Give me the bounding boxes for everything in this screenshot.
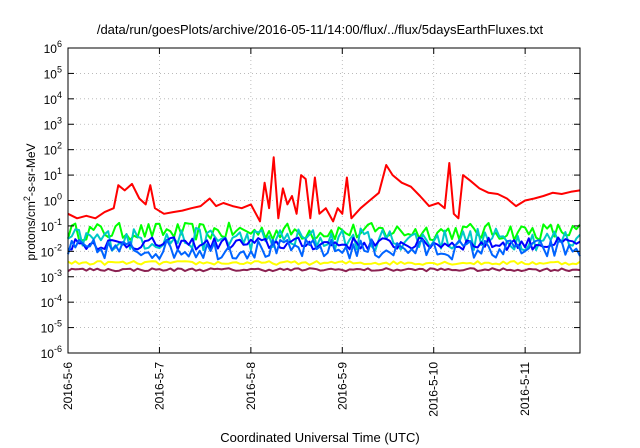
y-tick-label: 10-5 <box>41 319 62 336</box>
y-tick-label: 101 <box>44 166 62 183</box>
x-axis-label: Coordinated Universal Time (UTC) <box>220 430 420 445</box>
chart-title: /data/run/goesPlots/archive/2016-05-11/1… <box>96 22 544 37</box>
y-axis-ticks: 10-6 10-5 10-4 10-3 10-2 10-1 100 101 102 103 104 1… <box>41 39 580 361</box>
x-tick-label: 2016-5-10 <box>427 362 441 417</box>
y-tick-label: 10-6 <box>41 344 62 361</box>
x-tick-label: 2016-5-6 <box>61 362 75 410</box>
x-axis-ticks: 2016-5-6 2016-5-7 2016-5-8 2016-5-9 2016-5-1… <box>61 48 532 417</box>
y-tick-label: 10-3 <box>41 268 62 285</box>
series-line-5 <box>67 260 581 266</box>
x-tick-label: 2016-5-9 <box>335 362 349 410</box>
y-tick-label: 105 <box>44 64 62 81</box>
series-line-4 <box>67 238 581 261</box>
series-line-0 <box>67 156 581 223</box>
y-tick-label: 10-1 <box>41 217 62 234</box>
y-tick-label: 103 <box>44 115 62 132</box>
y-tick-label: 102 <box>44 141 62 158</box>
series-line-6 <box>67 267 581 273</box>
y-tick-label: 10-2 <box>41 242 62 259</box>
y-tick-label: 10-4 <box>41 293 62 310</box>
series-line-3 <box>67 236 581 251</box>
y-tick-label: 104 <box>44 90 62 107</box>
y-axis-label: protons/cm2-s-sr-MeV <box>22 143 38 261</box>
x-tick-label: 2016-5-8 <box>244 362 258 410</box>
series-line-2 <box>67 226 581 252</box>
x-tick-label: 2016-5-7 <box>152 362 166 410</box>
y-tick-label: 106 <box>44 39 62 56</box>
x-tick-label: 2016-5-11 <box>518 362 532 416</box>
grid <box>68 48 580 353</box>
series-group <box>67 156 581 273</box>
y-tick-label: 100 <box>44 192 62 209</box>
